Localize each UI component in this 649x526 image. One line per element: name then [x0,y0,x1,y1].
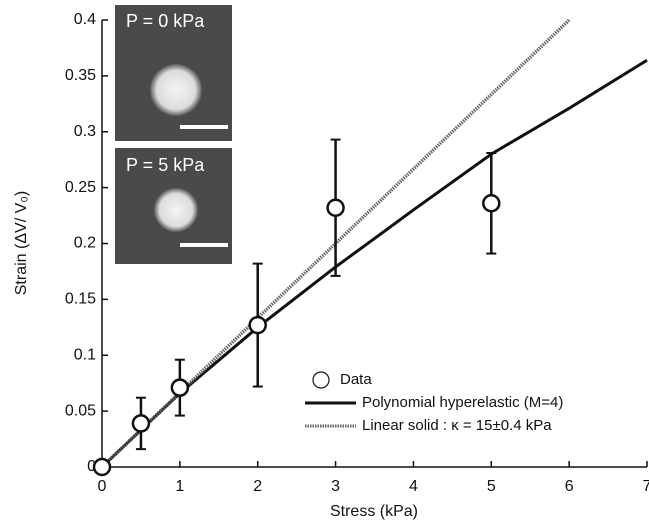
data-point [92,457,112,477]
y-axis-label: Strain (ΔV/ V₀) [13,191,30,295]
data-point [131,414,151,433]
x-tick-label: 0 [98,478,107,495]
inset-1 [115,148,232,264]
y-tick-label: 0.2 [74,235,96,252]
legend-marker [312,371,330,389]
x-tick-label: 6 [565,478,574,495]
legend-label: Polynomial hyperelastic (M=4) [362,394,563,411]
y-tick-label: 0.3 [74,123,96,140]
y-tick-label: 0.05 [65,402,96,419]
x-tick-label: 5 [487,478,496,495]
y-tick-label: 0 [87,458,96,475]
data-point [170,378,190,397]
x-tick-label: 4 [409,478,418,495]
x-tick-label: 7 [643,478,649,495]
y-tick-label: 0.1 [74,346,96,363]
x-tick-label: 1 [175,478,184,495]
y-tick-label: 0.25 [65,179,96,196]
y-tick-label: 0.15 [65,291,96,308]
inset-label: P = 0 kPa [126,11,205,31]
x-tick-label: 3 [331,478,340,495]
y-tick-label: 0.35 [65,67,96,84]
y-tick-label: 0.4 [74,11,96,28]
legend-label: Data [340,371,372,388]
data-point [326,198,345,217]
legend-label: Linear solid : κ = 15±0.4 kPa [362,417,552,434]
x-axis-label: Stress (kPa) [330,503,418,520]
inset-0 [115,5,232,141]
data-point [248,315,267,335]
line-solid [100,58,648,469]
inset-label: P = 5 kPa [126,155,205,175]
x-tick-label: 2 [253,478,262,495]
data-point [482,194,501,213]
